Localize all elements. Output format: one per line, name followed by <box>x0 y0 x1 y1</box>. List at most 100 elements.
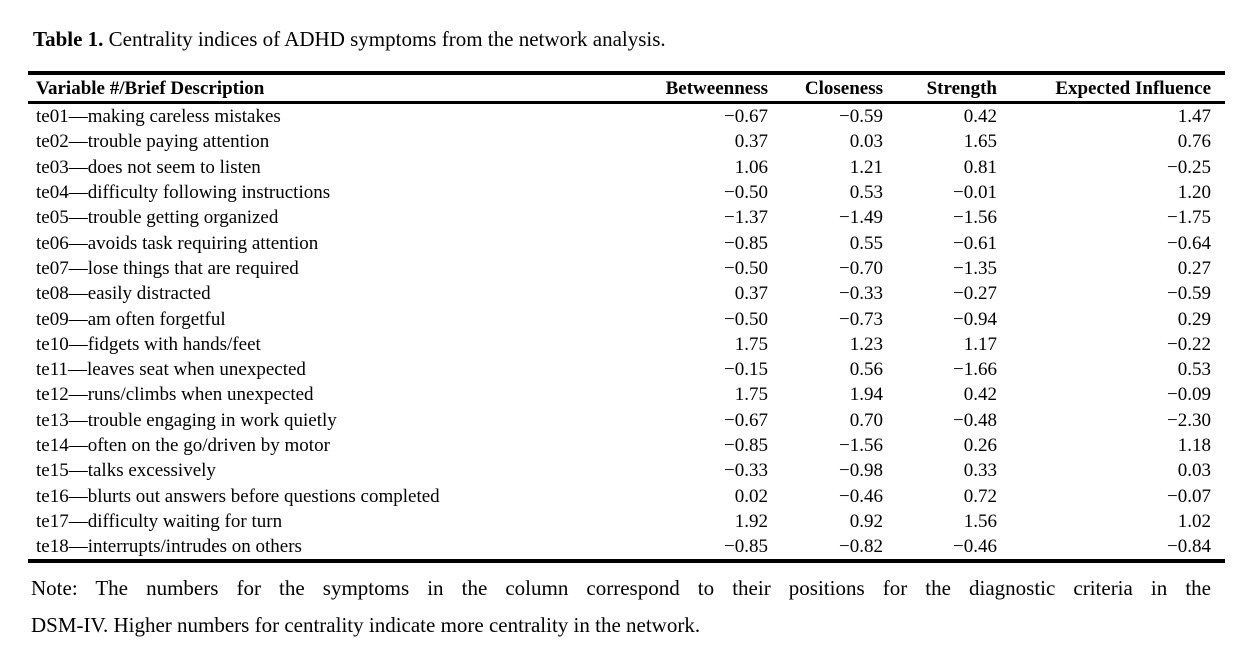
table-row: te18—interrupts/intrudes on others −0.85 −… <box>28 534 1225 561</box>
variable-description-cell: te08—easily distracted <box>36 283 211 305</box>
centrality-value-cell: −0.50 <box>724 257 768 279</box>
centrality-value-cell: 0.27 <box>1177 257 1211 279</box>
centrality-value-cell: −0.50 <box>724 182 768 204</box>
table-header-row: Variable #/Brief Description Betweenness… <box>28 73 1225 103</box>
centrality-value-cell: 1.18 <box>1177 435 1211 456</box>
variable-description-cell: te07—lose things that are required <box>36 257 299 279</box>
centrality-value-cell: −1.75 <box>1167 207 1211 229</box>
table-row: te12—runs/climbs when unexpected 1.75 1.94… <box>28 382 1225 407</box>
centrality-value-cell: 1.47 <box>1177 106 1211 128</box>
centrality-value-cell: −0.48 <box>953 409 997 431</box>
centrality-value-cell: −0.46 <box>953 536 997 558</box>
column-header-closeness: Closeness <box>804 77 883 99</box>
table-note: Note: The numbers for the symptoms in th… <box>31 570 1211 644</box>
variable-description-cell: te06—avoids task requiring attention <box>36 232 319 254</box>
variable-description-cell: te05—trouble getting organized <box>36 207 279 229</box>
centrality-value-cell: 0.53 <box>849 182 883 204</box>
centrality-indices-table: Variable #/Brief Description Betweenness… <box>28 71 1225 564</box>
table-row: te05—trouble getting organized −1.37 −1.49… <box>28 205 1225 230</box>
centrality-value-cell: 1.56 <box>963 510 997 532</box>
centrality-value-cell: −0.25 <box>1167 156 1211 178</box>
centrality-value-cell: −0.84 <box>1167 536 1211 558</box>
table-row: te04—difficulty following instructions −0… <box>28 180 1225 205</box>
centrality-value-cell: −0.33 <box>724 460 768 482</box>
variable-description-cell: te18—interrupts/intrudes on others <box>36 536 302 558</box>
table-row: te03—does not seem to listen 1.06 1.21 0.81… <box>28 155 1225 180</box>
centrality-value-cell: 1.17 <box>963 333 997 355</box>
centrality-value-cell: −0.64 <box>1167 232 1211 254</box>
centrality-value-cell: −0.61 <box>953 232 997 254</box>
centrality-value-cell: −0.07 <box>1167 485 1211 507</box>
table-row: te17—difficulty waiting for turn 1.92 0.92… <box>28 509 1225 534</box>
centrality-value-cell: 0.26 <box>963 435 997 456</box>
table-row: te10—fidgets with hands/feet 1.75 1.23 1.17… <box>28 332 1225 357</box>
variable-description-cell: te09—am often forgetful <box>36 308 226 330</box>
centrality-value-cell: −0.85 <box>724 232 768 254</box>
column-header-variable-description: Variable #/Brief Description <box>36 77 265 99</box>
variable-description-cell: te03—does not seem to listen <box>36 156 261 178</box>
centrality-value-cell: 0.29 <box>1177 308 1211 330</box>
centrality-value-cell: −0.59 <box>1167 283 1211 305</box>
centrality-value-cell: 1.92 <box>734 510 768 532</box>
table-row: te08—easily distracted 0.37 −0.33 −0.27 −0.5… <box>28 281 1225 306</box>
centrality-value-cell: 0.03 <box>849 131 883 153</box>
centrality-value-cell: −0.85 <box>724 536 768 558</box>
centrality-value-cell: −0.50 <box>724 308 768 330</box>
centrality-value-cell: −0.22 <box>1167 333 1211 355</box>
centrality-value-cell: 0.42 <box>963 106 997 128</box>
centrality-value-cell: −0.73 <box>839 308 883 330</box>
table-note-line-1: Note: The numbers for the symptoms in th… <box>31 576 1211 600</box>
centrality-value-cell: 1.75 <box>734 384 768 406</box>
centrality-value-cell: −0.94 <box>953 308 997 330</box>
centrality-value-cell: 0.72 <box>963 485 997 507</box>
centrality-value-cell: 0.33 <box>963 460 997 482</box>
centrality-value-cell: −1.56 <box>953 207 997 229</box>
centrality-value-cell: 0.81 <box>963 156 997 178</box>
centrality-value-cell: 0.55 <box>849 232 883 254</box>
centrality-value-cell: 0.76 <box>1177 131 1211 153</box>
centrality-value-cell: −0.67 <box>724 106 768 128</box>
table-row: te13—trouble engaging in work quietly −0.… <box>28 408 1225 433</box>
centrality-value-cell: −1.66 <box>953 359 997 381</box>
centrality-value-cell: −0.33 <box>839 283 883 305</box>
centrality-value-cell: 0.56 <box>849 359 883 381</box>
centrality-value-cell: 0.02 <box>734 485 768 507</box>
table-row: te16—blurts out answers before questions… <box>28 483 1225 508</box>
variable-description-cell: te01—making careless mistakes <box>36 106 281 128</box>
table-body: te01—making careless mistakes −0.67 −0.59 0… <box>28 103 1225 562</box>
table-row: te14—often on the go/driven by motor −0.8… <box>28 433 1225 458</box>
centrality-value-cell: 1.75 <box>734 333 768 355</box>
centrality-value-cell: −0.70 <box>839 257 883 279</box>
centrality-value-cell: −0.59 <box>839 106 883 128</box>
centrality-value-cell: 0.03 <box>1177 460 1211 482</box>
centrality-value-cell: 1.21 <box>849 156 883 178</box>
table-row: te15—talks excessively −0.33 −0.98 0.33 0.03 <box>28 458 1225 483</box>
column-header-strength: Strength <box>926 77 997 99</box>
table-row: te09—am often forgetful −0.50 −0.73 −0.94 0.… <box>28 306 1225 331</box>
centrality-value-cell: −1.35 <box>953 257 997 279</box>
centrality-value-cell: −0.82 <box>839 536 883 558</box>
centrality-value-cell: 0.53 <box>1177 359 1211 381</box>
variable-description-cell: te10—fidgets with hands/feet <box>36 333 261 355</box>
centrality-value-cell: −0.98 <box>839 460 883 482</box>
variable-description-cell: te15—talks excessively <box>36 460 216 482</box>
table-row: te06—avoids task requiring attention −0.8… <box>28 230 1225 255</box>
centrality-value-cell: −0.85 <box>724 435 768 456</box>
table-caption: Table 1. Centrality indices of ADHD symp… <box>33 26 666 53</box>
centrality-value-cell: −0.09 <box>1167 384 1211 406</box>
table-row: te01—making careless mistakes −0.67 −0.59 0… <box>28 103 1225 130</box>
centrality-value-cell: −1.37 <box>724 207 768 229</box>
table-note-line-2: DSM-IV. Higher numbers for centrality in… <box>31 613 701 637</box>
column-header-betweenness: Betweenness <box>665 77 768 99</box>
column-header-expected-influence: Expected Influence <box>1055 77 1211 99</box>
table-caption-text: Centrality indices of ADHD symptoms from… <box>108 27 666 51</box>
table-row: te02—trouble paying attention 0.37 0.03 1.6… <box>28 129 1225 154</box>
centrality-value-cell: 0.42 <box>963 384 997 406</box>
variable-description-cell: te14—often on the go/driven by motor <box>36 435 330 456</box>
variable-description-cell: te02—trouble paying attention <box>36 131 270 153</box>
variable-description-cell: te16—blurts out answers before questions… <box>36 485 440 507</box>
centrality-value-cell: −0.27 <box>953 283 997 305</box>
centrality-value-cell: 1.06 <box>734 156 768 178</box>
centrality-value-cell: −2.30 <box>1167 409 1211 431</box>
